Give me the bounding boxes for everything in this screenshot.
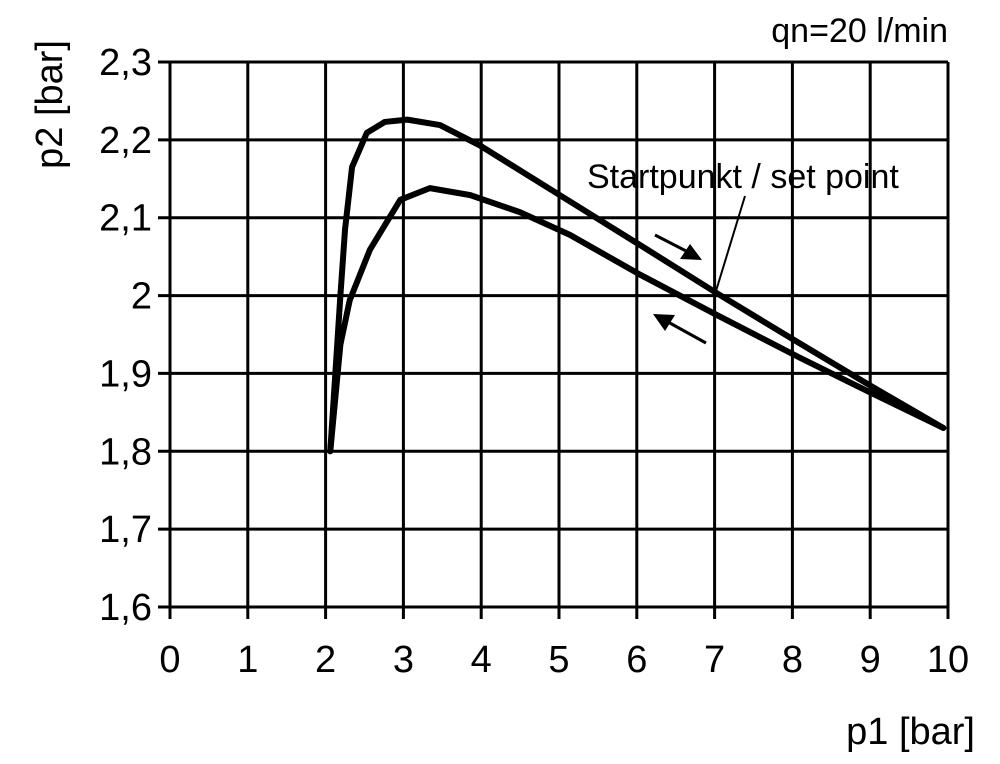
x-tick-label: 6 — [626, 639, 647, 681]
x-tick-label: 1 — [237, 639, 258, 681]
y-tick-label: 1,8 — [99, 431, 152, 473]
x-tick-label: 10 — [927, 639, 969, 681]
x-tick-label: 7 — [704, 639, 725, 681]
arrow-down-shaft — [654, 233, 689, 254]
x-tick-label: 4 — [471, 639, 492, 681]
y-tick-label: 2 — [131, 276, 152, 318]
tick-labels: 0 1 2 3 4 5 6 7 8 9 10 1,6 1,7 1,8 1,9 2 2,1 2,2 2,3 — [99, 42, 969, 681]
arrow-down-icon — [680, 244, 702, 260]
x-tick-label: 8 — [782, 639, 803, 681]
y-axis-label: p2 [bar] — [29, 40, 71, 169]
annotation-flow: qn=20 l/min — [771, 12, 948, 50]
x-tick-label: 5 — [548, 639, 569, 681]
y-tick-label: 2,1 — [99, 198, 152, 240]
set-point-leader-line — [713, 195, 746, 296]
series-lines — [327, 116, 947, 455]
y-tick-label: 1,7 — [99, 509, 152, 551]
arrow-up-icon — [653, 314, 675, 331]
x-tick-label: 3 — [393, 639, 414, 681]
series-line-1 — [327, 116, 947, 455]
x-tick-label: 0 — [159, 639, 180, 681]
arrow-up-shaft — [667, 320, 707, 345]
y-tick-label: 2,3 — [99, 42, 152, 84]
series-line-2 — [327, 185, 947, 455]
y-tick-label: 2,2 — [99, 120, 152, 162]
x-axis-label: p1 [bar] — [846, 711, 975, 753]
set-point-label: Startpunkt / set point — [587, 158, 899, 196]
annotations — [653, 195, 746, 345]
x-tick-label: 2 — [315, 639, 336, 681]
x-tick-label: 9 — [860, 639, 881, 681]
grid — [158, 60, 950, 619]
y-tick-label: 1,6 — [99, 587, 152, 629]
y-tick-label: 1,9 — [99, 353, 152, 395]
